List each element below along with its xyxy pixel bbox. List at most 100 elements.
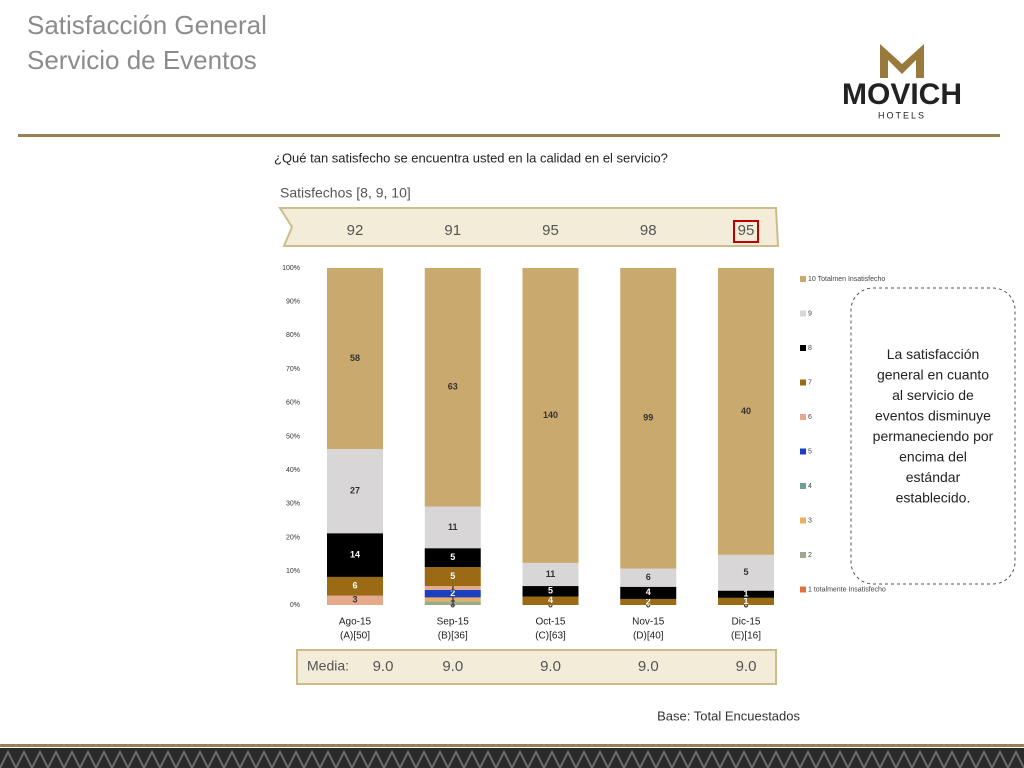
bar-segment: [424, 601, 481, 605]
footer-pattern: [1007, 749, 1024, 768]
footer-pattern: [735, 749, 753, 768]
header-rule: [18, 134, 1000, 137]
logo-sub: HOTELS: [878, 110, 926, 120]
y-tick-label: 0%: [290, 602, 300, 609]
callout-line: permaneciendo por: [873, 428, 994, 444]
segment-label: 6: [646, 572, 651, 582]
legend-swatch: [800, 310, 806, 317]
x-tick-sublabel: (E)[16]: [731, 631, 761, 642]
footer-pattern: [863, 749, 881, 768]
y-tick-label: 50%: [286, 433, 300, 440]
media-value: 9.0: [540, 658, 561, 675]
legend-label: 2: [808, 552, 812, 559]
segment-label: 1: [743, 589, 748, 599]
satisfied-value: 91: [444, 222, 461, 239]
footer-pattern: [511, 749, 529, 768]
footer-pattern: [79, 749, 97, 768]
y-tick-label: 100%: [282, 265, 300, 272]
legend-label: 1 totalmente Insatisfecho: [808, 586, 886, 593]
callout-line: eventos disminuye: [875, 407, 991, 423]
footer-pattern: [591, 749, 609, 768]
segment-label: 4: [646, 587, 651, 597]
footer-pattern: [815, 749, 833, 768]
bar-segment: [522, 596, 579, 605]
footer-pattern: [527, 749, 545, 768]
footer-pattern: [927, 749, 945, 768]
satisfied-value: 98: [640, 222, 657, 239]
footer-pattern: [351, 749, 369, 768]
y-tick-label: 60%: [286, 400, 300, 407]
segment-label: 1: [450, 582, 455, 592]
legend-swatch: [800, 586, 806, 593]
legend-label: 7: [808, 379, 812, 386]
segment-label: 5: [450, 552, 455, 562]
footer-pattern: [671, 749, 689, 768]
footer-pattern: [31, 749, 49, 768]
satisfied-value: 95: [738, 222, 755, 239]
footer-pattern: [575, 749, 593, 768]
bar-segment: [327, 576, 383, 596]
footer-pattern: [623, 749, 641, 768]
segment-label: 63: [448, 382, 458, 392]
footer-pattern: [335, 749, 353, 768]
footer-pattern: [991, 749, 1009, 768]
footer-pattern: [15, 749, 33, 768]
x-tick-label: Ago-15: [339, 617, 372, 628]
footer-pattern: [783, 749, 801, 768]
highlight-box: [733, 220, 759, 243]
callout-line: establecido.: [896, 489, 971, 505]
bar-segment: [424, 506, 481, 549]
footer-pattern: [895, 749, 913, 768]
footer-pattern: [303, 749, 321, 768]
legend-label: 6: [808, 414, 812, 421]
legend-label: 3: [808, 517, 812, 524]
footer-pattern: [383, 749, 401, 768]
footer-pattern: [655, 749, 673, 768]
footer-pattern: [879, 749, 897, 768]
bar-segment: [424, 589, 481, 598]
callout-text: La satisfacción general en cuanto al servi…: [873, 346, 994, 506]
footer-pattern: [63, 749, 81, 768]
y-tick-label: 80%: [286, 332, 300, 339]
bar-segment: [620, 568, 677, 587]
media-value: 9.0: [373, 658, 394, 675]
bar-segment: [424, 567, 481, 587]
media-value: 9.0: [638, 658, 659, 675]
footer-pattern: [95, 749, 113, 768]
bar-segment: [424, 586, 481, 590]
satisfied-value: 95: [542, 222, 559, 239]
footer-pattern: [223, 749, 241, 768]
footer-pattern: [687, 749, 705, 768]
x-tick-label: Nov-15: [632, 617, 665, 628]
legend-swatch: [800, 483, 806, 489]
footer-pattern: [767, 749, 785, 768]
segment-label: 5: [450, 571, 455, 581]
footer-pattern: [959, 749, 977, 768]
satisfied-value: 92: [347, 222, 364, 239]
legend-label: 5: [808, 448, 812, 455]
footer-pattern: [175, 749, 193, 768]
satisfied-band: [278, 207, 780, 247]
footer-pattern: [207, 749, 225, 768]
segment-label: 2: [450, 588, 455, 598]
bar-segment: [718, 590, 774, 598]
footer-pattern: [111, 749, 129, 768]
callout-line: al servicio de: [892, 387, 974, 403]
y-tick-label: 20%: [286, 534, 300, 541]
footer-pattern: [447, 749, 465, 768]
segment-label: 14: [350, 549, 360, 559]
footer-pattern: [0, 749, 17, 768]
footer-pattern: [719, 749, 737, 768]
legend-swatch: [800, 276, 806, 282]
callout-line: encima del: [899, 448, 967, 464]
footer-pattern: [159, 749, 177, 768]
legend-swatch: [800, 414, 806, 420]
footer-pattern: [703, 749, 721, 768]
bar-segment: [327, 533, 383, 577]
bar-segment: [327, 448, 383, 534]
title: Servicio de Eventos: [27, 45, 257, 75]
callout-line: La satisfacción: [887, 346, 980, 362]
x-tick-sublabel: (A)[50]: [340, 631, 370, 642]
footer: [0, 744, 1024, 768]
